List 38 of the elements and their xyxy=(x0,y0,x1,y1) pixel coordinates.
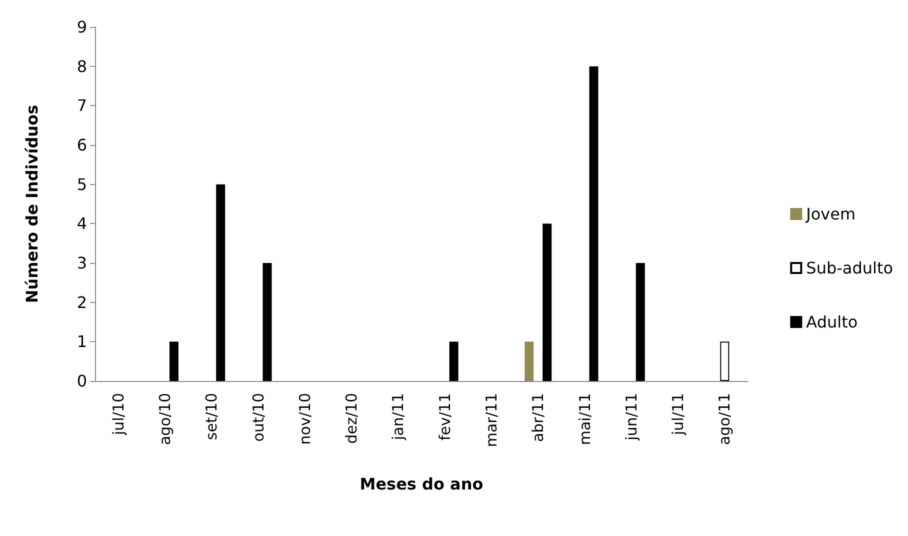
y-tick-label: 6 xyxy=(76,136,87,154)
x-tick-label: out/10 xyxy=(249,393,268,442)
bar xyxy=(589,66,598,381)
x-tick-label: mar/11 xyxy=(482,393,500,448)
bar xyxy=(542,224,552,381)
y-tick-label: 8 xyxy=(76,56,87,76)
x-tick-label: jan/11 xyxy=(389,393,408,442)
bar xyxy=(636,263,645,381)
y-tick-label: 2 xyxy=(76,292,87,312)
x-tick-label: ago/10 xyxy=(156,393,174,446)
legend-label: Adulto xyxy=(806,312,858,332)
y-tick-label: 0 xyxy=(76,372,87,390)
x-tick-label: nov/10 xyxy=(296,393,314,445)
y-tick-label: 3 xyxy=(76,254,87,272)
x-tick-label: fev/11 xyxy=(436,393,454,441)
bar xyxy=(449,342,458,381)
y-tick-label: 1 xyxy=(76,332,87,352)
x-tick-label: ago/11 xyxy=(716,393,734,446)
x-tick-label: jul/11 xyxy=(669,393,688,436)
x-tick-label: jul/10 xyxy=(109,393,128,436)
bar xyxy=(262,263,272,381)
x-tick-label: set/10 xyxy=(202,393,221,440)
y-tick-label: 9 xyxy=(76,18,87,36)
legend-label: Sub-adulto xyxy=(806,258,894,278)
bar xyxy=(720,342,730,381)
x-axis-title: Meses do ano xyxy=(360,474,484,494)
bar xyxy=(169,342,178,381)
x-tick-label: jun/11 xyxy=(622,393,640,442)
y-tick-label: 5 xyxy=(76,174,87,194)
y-tick-label: 7 xyxy=(76,96,87,116)
bar xyxy=(524,342,534,381)
bar xyxy=(216,184,226,381)
y-axis-title: Número de Indivíduos xyxy=(22,104,42,304)
x-tick-label: abr/11 xyxy=(529,393,548,442)
x-tick-label: dez/10 xyxy=(342,393,361,444)
y-tick-label: 4 xyxy=(76,214,87,234)
legend-label: Jovem xyxy=(805,204,856,224)
x-tick-label: mai/11 xyxy=(576,393,594,446)
